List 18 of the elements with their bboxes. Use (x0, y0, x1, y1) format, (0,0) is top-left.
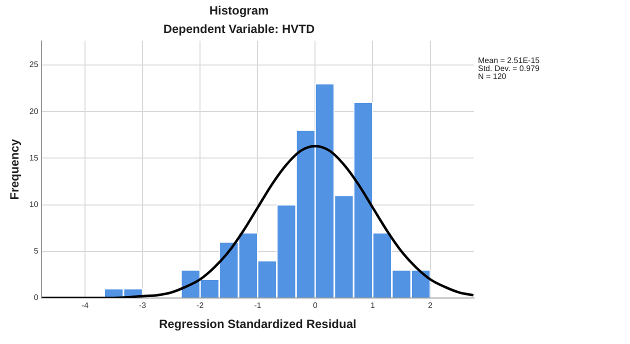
y-axis-title: Frequency (8, 138, 22, 200)
chart-title: Histogram (209, 4, 269, 18)
x-axis-title: Regression Standardized Residual (158, 317, 356, 332)
y-tick-label: 10 (29, 200, 39, 210)
y-tick-label: 25 (29, 60, 39, 70)
x-tick-label: -1 (254, 301, 262, 310)
x-tick-label: 2 (428, 301, 434, 310)
x-tick-label: 1 (370, 301, 376, 310)
y-tick-label: 15 (29, 153, 39, 162)
x-tick-label: -4 (81, 301, 90, 310)
chart-subtitle: Dependent Variable: HVTD (163, 22, 316, 36)
text: Mean = 2.51E-15 Std. Dev. = 0.979 N = 120 (478, 56, 540, 82)
y-tick-label: 20 (29, 106, 39, 116)
y-tick-label: 5 (34, 246, 39, 256)
x-tick-label: 0 (312, 301, 318, 310)
x-tick-label: -3 (139, 301, 147, 310)
x-tick-label: -2 (196, 301, 204, 310)
y-tick-label: 0 (34, 293, 39, 302)
